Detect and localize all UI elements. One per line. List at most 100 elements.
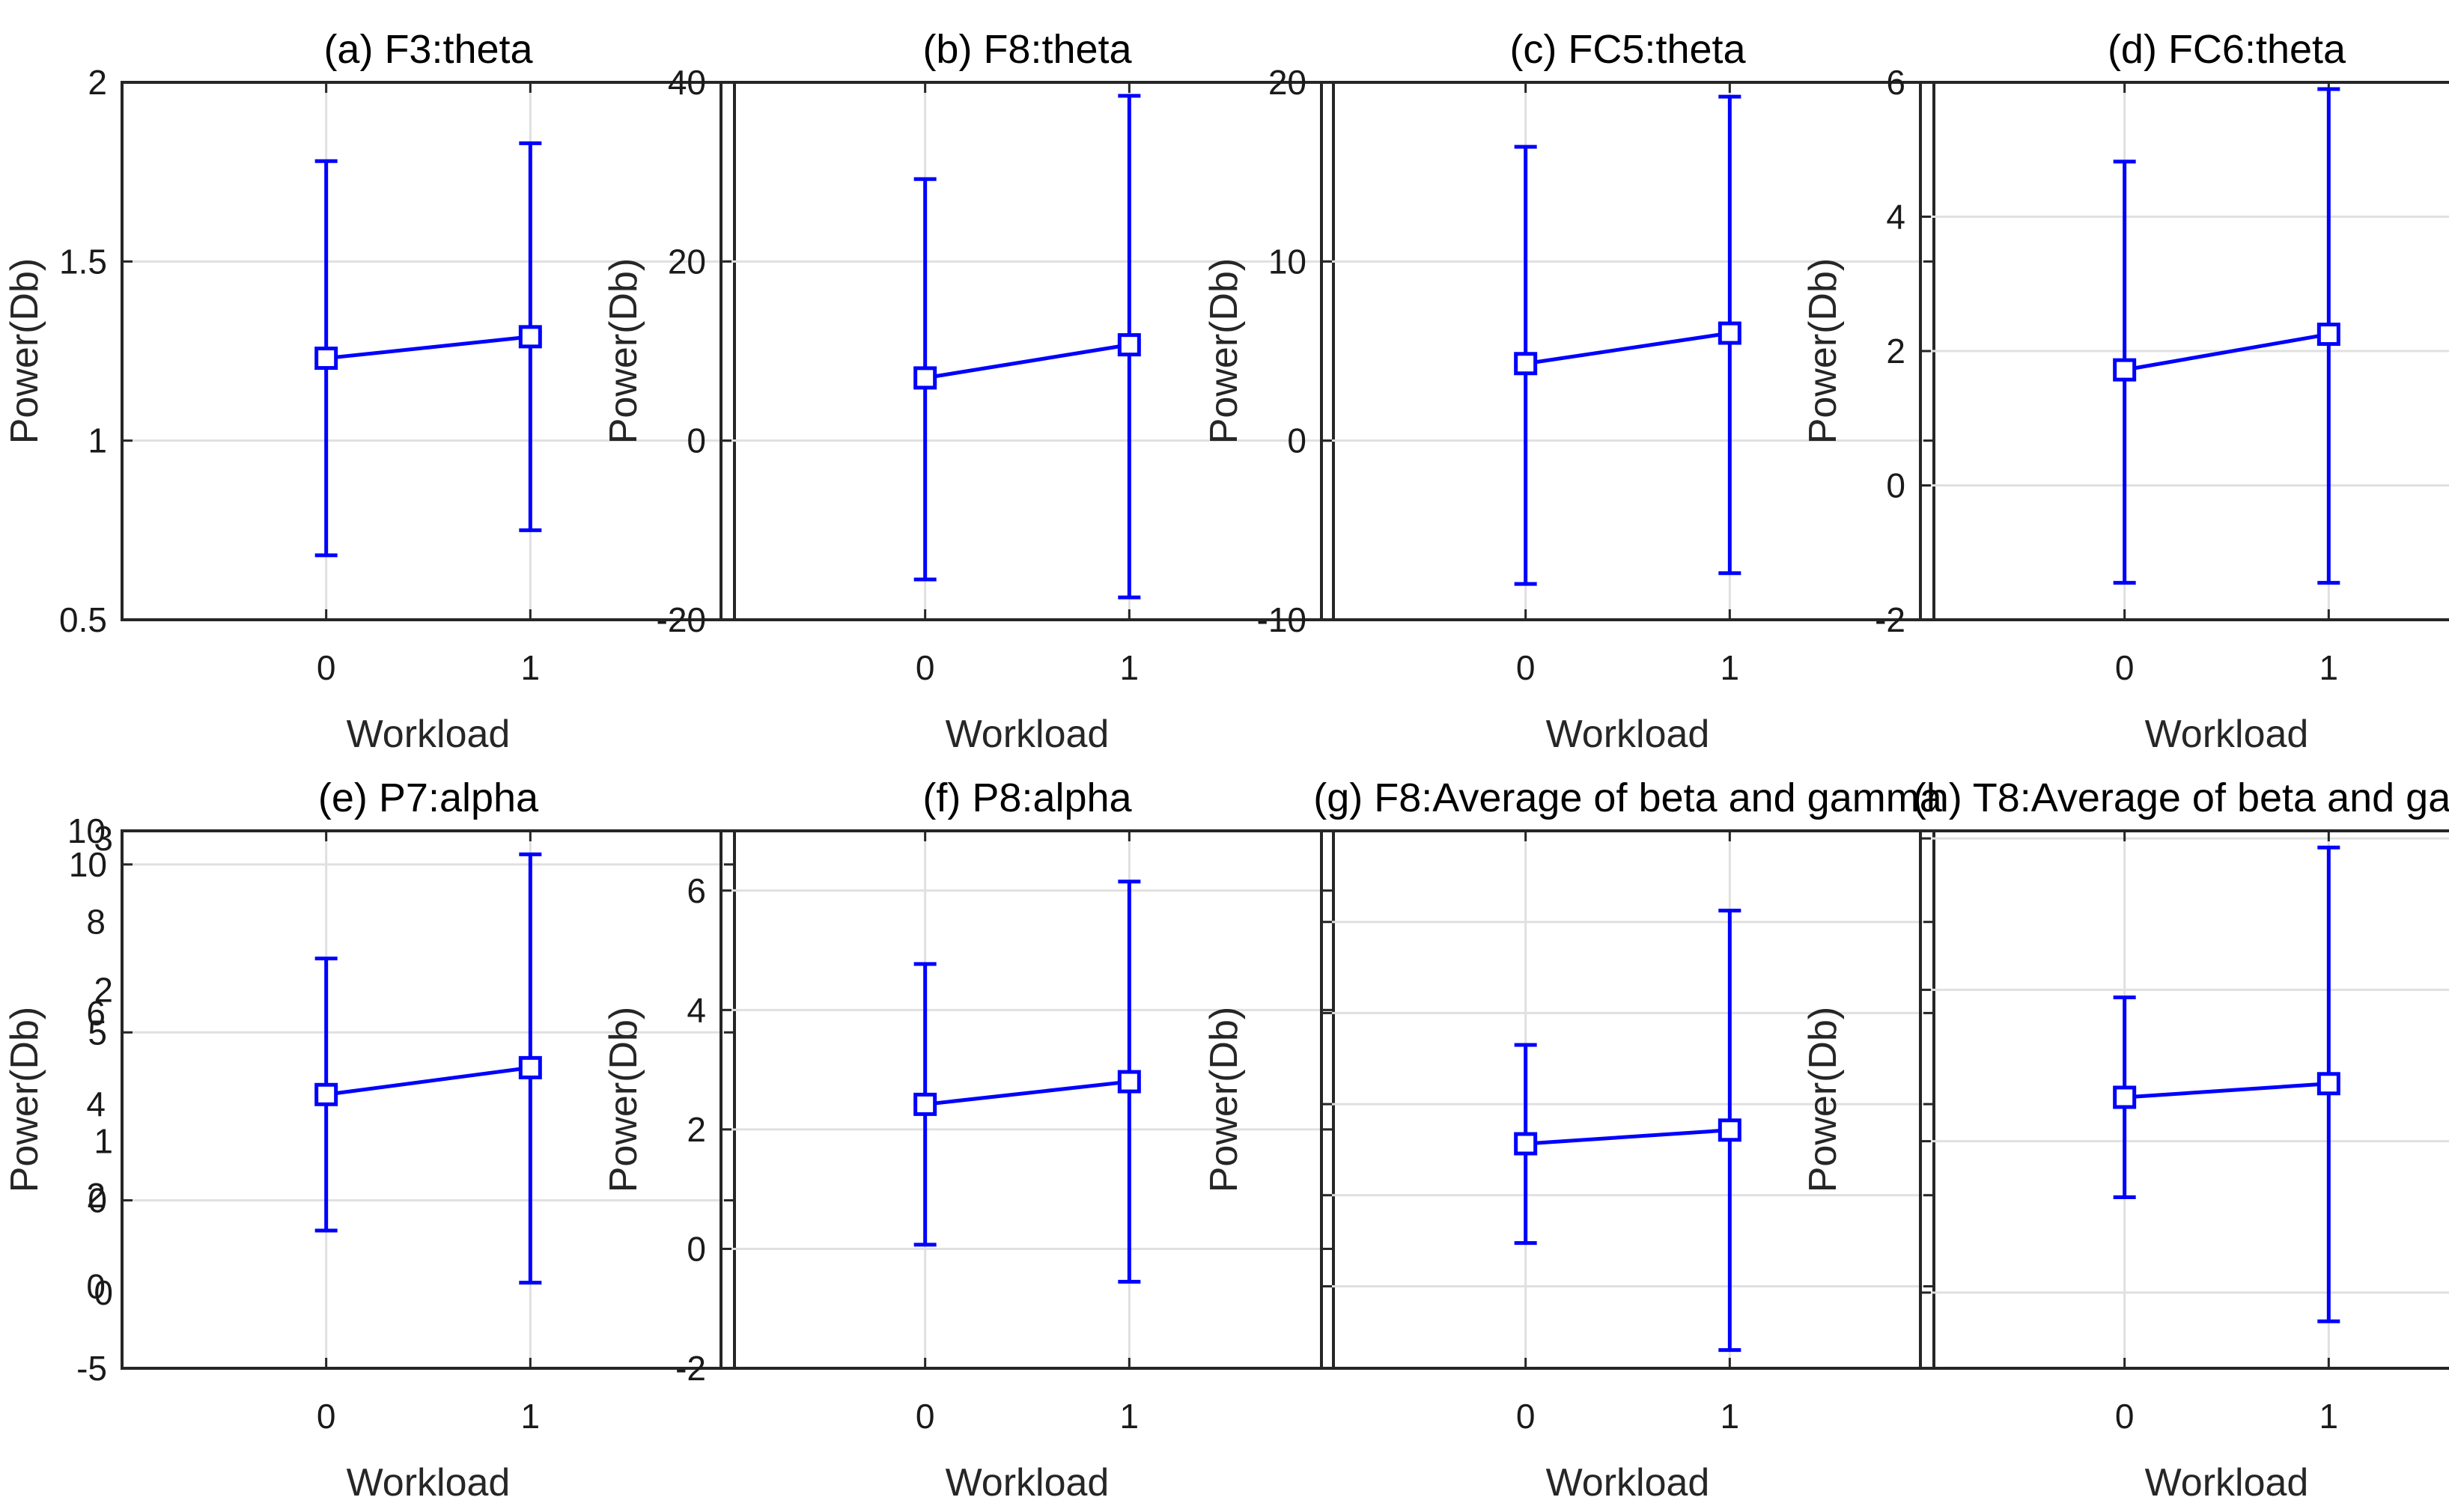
series-line: [2124, 332, 2329, 372]
y-tick-label: 6: [687, 871, 706, 910]
x-tick-label: 0: [916, 1397, 935, 1436]
x-axis-label: Workload: [347, 1461, 511, 1505]
y-tick-label: 6: [86, 993, 106, 1032]
x-tick-label: 1: [2319, 648, 2339, 687]
mean-marker: [913, 1092, 937, 1116]
x-tick-label: 0: [1516, 1397, 1536, 1436]
panel-title: (g) F8:Average of beta and gamma: [1313, 775, 1942, 820]
panel-title: (h) T8:Average of beta and gamma: [1913, 775, 2449, 820]
x-tick-label: 0: [317, 1397, 336, 1436]
y-tick-label: 2: [88, 63, 107, 102]
mean-marker: [1718, 321, 1741, 345]
axes-box: [121, 81, 736, 621]
x-axis-label: Workload: [946, 713, 1110, 756]
y-axis-label: Power(Db): [3, 1007, 46, 1193]
y-tick-label: -5: [76, 1349, 107, 1388]
panel: -2 0 2 4 6 0 1 (d) FC6:theta Workload Power(Db): [1801, 27, 2449, 756]
series-line: [326, 1065, 531, 1097]
y-tick-label: -2: [675, 1349, 706, 1388]
mean-marker: [2316, 1072, 2340, 1096]
y-tick-label: 1: [94, 1122, 113, 1161]
series-line: [1525, 1128, 1730, 1146]
y-tick-label: 0: [86, 1266, 106, 1305]
x-axis-label: Workload: [2145, 713, 2309, 756]
y-tick-label: 0: [94, 1273, 113, 1312]
series-line: [925, 1079, 1130, 1106]
y-axis-label: Power(Db): [3, 258, 46, 445]
mean-marker: [1117, 1070, 1141, 1094]
panel-title: (c) FC5:theta: [1509, 27, 1746, 72]
y-axis-label: Power(Db): [1801, 1007, 1845, 1193]
y-tick-label: 20: [668, 242, 706, 281]
y-tick-label: 2: [86, 1176, 106, 1215]
y-tick-label: 2: [1886, 332, 1905, 371]
axes-box: [1919, 81, 2449, 621]
y-tick-label: 4: [86, 1085, 106, 1124]
mean-marker: [1514, 1132, 1538, 1156]
y-tick-label: 20: [1268, 63, 1306, 102]
panel-title: (a) F3:theta: [323, 27, 533, 72]
y-tick-label: 0: [687, 421, 706, 460]
series-line: [925, 343, 1130, 380]
y-tick-label: 4: [687, 990, 706, 1029]
y-tick-label: 2: [94, 970, 113, 1009]
y-tick-label: 0: [687, 1229, 706, 1268]
axes-box: [720, 81, 1335, 621]
y-tick-label: 6: [1886, 63, 1905, 102]
panel-title: (d) FC6:theta: [2108, 27, 2346, 72]
y-axis-label: Power(Db): [1801, 258, 1845, 445]
x-tick-label: 1: [1120, 1397, 1140, 1436]
y-axis-label: Power(Db): [602, 1007, 645, 1193]
series-line: [1525, 331, 1730, 366]
y-tick-label: 2: [687, 1110, 706, 1149]
mean-marker: [518, 1055, 542, 1079]
y-tick-label: 0: [1287, 421, 1306, 460]
mean-marker: [1718, 1118, 1741, 1142]
x-tick-label: 0: [1516, 648, 1536, 687]
x-tick-label: 0: [317, 648, 336, 687]
x-tick-label: 0: [2115, 648, 2135, 687]
mean-marker: [2113, 358, 2137, 382]
y-tick-label: 0: [1886, 466, 1905, 505]
x-tick-label: 1: [521, 648, 541, 687]
y-tick-label: 10: [67, 811, 106, 850]
mean-marker: [2316, 323, 2340, 347]
y-tick-label: 1.5: [59, 242, 107, 281]
panel-title: (b) F8:theta: [922, 27, 1132, 72]
mean-marker: [913, 366, 937, 390]
panel: -2 0 2 4 6 0 1 (f) P8:alpha Workload Power(Db): [602, 775, 1335, 1505]
x-axis-label: Workload: [2145, 1461, 2309, 1505]
y-tick-label: 8: [86, 903, 106, 942]
mean-marker: [314, 1082, 338, 1106]
series-line: [2124, 1082, 2329, 1100]
mean-marker: [314, 347, 338, 371]
panel: 0 1 2 3 0 1 (h) T8:Average of beta and gamma Wo…: [94, 775, 2449, 1505]
x-tick-label: 0: [2115, 1397, 2135, 1436]
y-tick-label: -2: [1875, 600, 1905, 639]
y-tick-label: 10: [1268, 242, 1306, 281]
axes-box: [720, 829, 1335, 1370]
mean-marker: [1514, 352, 1538, 376]
y-axis-label: Power(Db): [1202, 1007, 1246, 1193]
panel: -20 0 20 40 0 1 (b) F8:theta Workload Power(Db): [602, 27, 1335, 756]
y-tick-label: 3: [94, 819, 113, 858]
y-tick-label: -10: [1257, 600, 1306, 639]
mean-marker: [2113, 1085, 2137, 1109]
axes-box: [1320, 829, 1935, 1370]
y-tick-label: -20: [657, 600, 706, 639]
x-tick-label: 1: [1120, 648, 1140, 687]
x-axis-label: Workload: [1546, 1461, 1710, 1505]
y-axis-label: Power(Db): [602, 258, 645, 445]
y-tick-label: 1: [88, 421, 107, 460]
y-tick-label: 4: [1886, 198, 1905, 237]
x-tick-label: 1: [521, 1397, 541, 1436]
x-axis-label: Workload: [946, 1461, 1110, 1505]
panel-title: (e) P7:alpha: [318, 775, 539, 820]
y-tick-label: 40: [668, 63, 706, 102]
y-tick-label: 5: [88, 1013, 107, 1052]
x-tick-label: 1: [1721, 648, 1740, 687]
